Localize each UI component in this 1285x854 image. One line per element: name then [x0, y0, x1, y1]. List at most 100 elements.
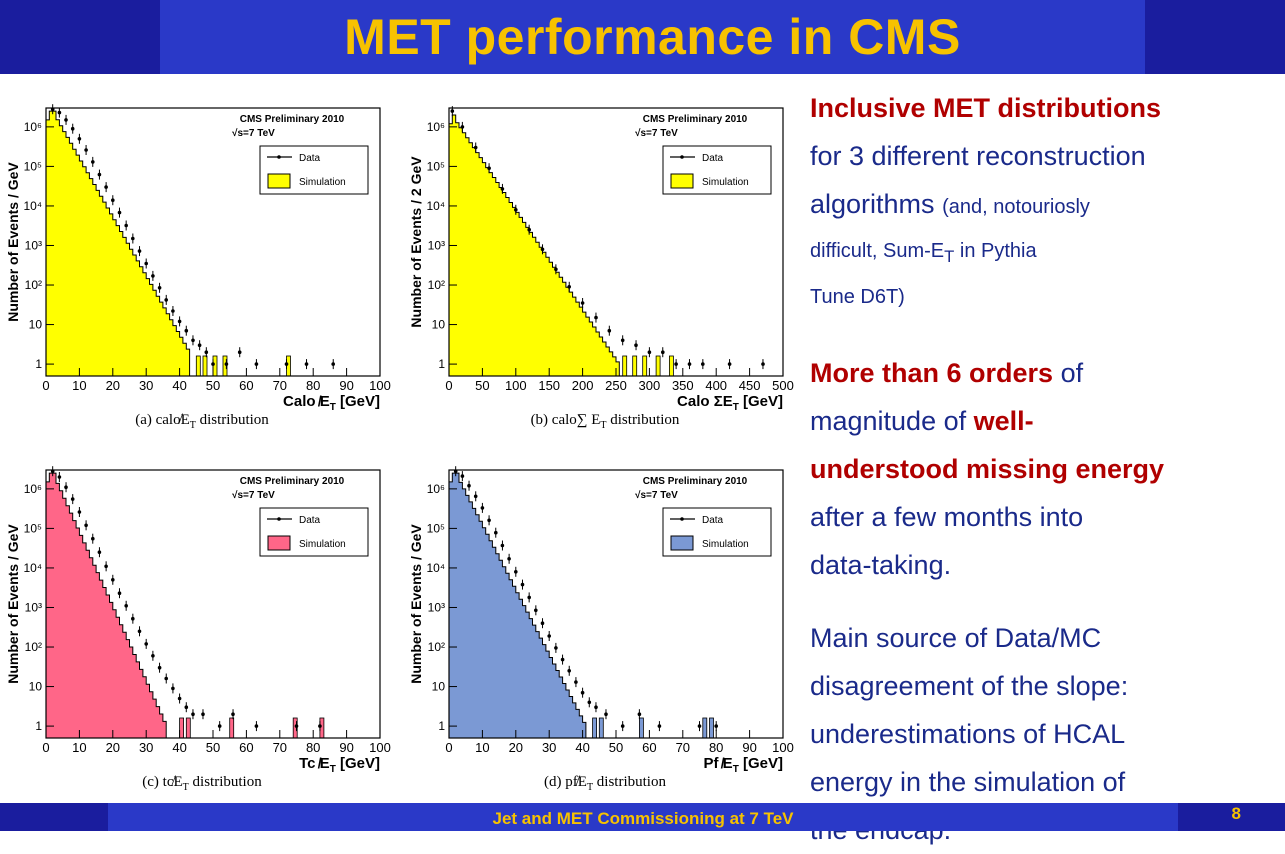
simulation-tail-bin	[179, 717, 185, 739]
y-tick-label: 10⁵	[427, 159, 445, 173]
x-tick-label: 350	[672, 378, 694, 393]
simulation-tail-bin	[212, 355, 218, 377]
paragraph-1-note: difficult, Sum-ET in Pythia Tune D6T)	[810, 231, 1270, 317]
panel-caption: (c) tc̸ET distribution	[142, 774, 262, 790]
y-tick-label: 10⁶	[427, 482, 445, 496]
x-tick-label: 150	[538, 378, 560, 393]
simulation-tail-bin	[195, 355, 201, 377]
x-tick-label: 40	[575, 740, 589, 755]
simulation-tail-bin	[668, 355, 674, 377]
x-tick-label: 50	[609, 740, 623, 755]
x-tick-label: 0	[42, 740, 49, 755]
x-tick-label: 90	[339, 740, 353, 755]
y-axis-title: Number of Events / 2 GeV	[408, 156, 424, 328]
panel-caption: (a) calo̸ET distribution	[135, 412, 269, 428]
simulation-tail-bin	[622, 355, 628, 377]
legend-data-dot	[680, 155, 684, 159]
x-tick-label: 80	[306, 740, 320, 755]
legend-data-label: Data	[299, 515, 321, 526]
legend-simulation-label: Simulation	[702, 539, 749, 550]
y-tick-label: 10⁶	[24, 482, 42, 496]
simulation-tail-bin	[592, 717, 598, 739]
y-tick-label: 10⁴	[23, 199, 42, 213]
paragraph-1: Inclusive MET distributions for 3 differ…	[810, 84, 1270, 231]
y-tick-label: 1	[35, 719, 42, 733]
panel-caption: (d) pf̸ET distribution	[544, 774, 666, 790]
x-axis-title: Pf ̸ET [GeV]	[704, 755, 783, 775]
y-tick-label: 10²	[428, 640, 445, 654]
x-tick-label: 50	[206, 740, 220, 755]
x-tick-label: 100	[369, 740, 391, 755]
y-tick-label: 1	[438, 719, 445, 733]
simulation-tail-bin	[638, 717, 644, 739]
x-tick-label: 80	[306, 378, 320, 393]
x-axis-title: Tc ̸ET [GeV]	[299, 755, 380, 775]
text-line: algorithms	[810, 189, 935, 219]
simulation-tail-bin	[229, 717, 235, 739]
legend-simulation-swatch	[670, 173, 694, 189]
x-axis-title: Calo ΣET [GeV]	[677, 393, 783, 413]
cms-preliminary-label: CMS Preliminary 2010	[240, 114, 345, 125]
x-tick-label: 60	[239, 378, 253, 393]
y-tick-label: 10⁶	[427, 120, 445, 134]
simulation-histogram	[448, 114, 620, 377]
simulation-tail-bin	[202, 355, 208, 377]
page-number: 8	[1231, 804, 1241, 823]
legend-simulation-label: Simulation	[299, 177, 346, 188]
slide-title: MET performance in CMS	[344, 9, 961, 65]
text-note: (and, notouriosly	[942, 196, 1090, 218]
y-tick-label: 1	[35, 357, 42, 371]
x-tick-label: 100	[369, 378, 391, 393]
chart-svg-a: 1 10 10² 10³ 10⁴ 10⁵ 10⁶ 0 10 20 30 40 50 60 70 80 90 100…	[5, 104, 391, 428]
y-tick-label: 10	[29, 680, 43, 694]
x-tick-label: 450	[739, 378, 761, 393]
y-tick-label: 10	[432, 680, 446, 694]
y-tick-label: 10²	[25, 640, 42, 654]
simulation-tail-bin	[632, 355, 638, 377]
simulation-tail-bin	[709, 717, 714, 739]
x-tick-label: 400	[705, 378, 727, 393]
highlight-inclusive: Inclusive MET distributions	[810, 93, 1162, 123]
y-tick-label: 10⁴	[23, 561, 42, 575]
energy-label: √s=7 TeV	[232, 490, 275, 501]
x-tick-label: 70	[676, 740, 690, 755]
x-tick-label: 40	[172, 740, 186, 755]
x-tick-label: 70	[273, 378, 287, 393]
text-note: in Pythia	[954, 240, 1037, 262]
y-axis-title: Number of Events / GeV	[408, 524, 424, 684]
legend-data-dot	[277, 155, 281, 159]
x-tick-label: 70	[273, 740, 287, 755]
y-tick-label: 10³	[25, 600, 42, 614]
text-line: after a few months into	[810, 502, 1084, 532]
x-tick-label: 50	[206, 378, 220, 393]
legend-simulation-swatch	[267, 173, 291, 189]
legend-data-dot	[277, 517, 281, 521]
legend-simulation-label: Simulation	[299, 539, 346, 550]
y-axis-title: Number of Events / GeV	[5, 524, 21, 684]
x-tick-label: 0	[445, 378, 452, 393]
x-tick-label: 100	[772, 740, 794, 755]
x-tick-label: 250	[605, 378, 627, 393]
y-tick-label: 10	[432, 318, 446, 332]
chart-panel-c: 1 10 10² 10³ 10⁴ 10⁵ 10⁶ 0 10 20 30 40 50 60 70 80 90 100…	[2, 440, 402, 790]
energy-label: √s=7 TeV	[635, 490, 678, 501]
chart-panel-b: 1 10 10² 10³ 10⁴ 10⁵ 10⁶ 0 50 100 150 200 250 300 350 4…	[405, 78, 805, 428]
x-axis-title: Calo ̸ET [GeV]	[283, 393, 380, 413]
legend-simulation-label: Simulation	[702, 177, 749, 188]
simulation-tail-bin	[286, 355, 291, 377]
y-tick-label: 10⁵	[427, 521, 445, 535]
simulation-tail-bin	[642, 355, 648, 377]
legend-data-label: Data	[299, 153, 321, 164]
x-tick-label: 10	[72, 740, 86, 755]
text-line: of	[1053, 358, 1084, 388]
simulation-tail-bin	[598, 717, 604, 739]
x-tick-label: 30	[139, 740, 153, 755]
highlight-orders: More than 6 orders	[810, 358, 1054, 388]
chart-svg-d: 1 10 10² 10³ 10⁴ 10⁵ 10⁶ 0 10 20 30 40 50 60 70 80 90 100…	[408, 466, 794, 790]
x-tick-label: 30	[542, 740, 556, 755]
text-line: disagreement of the slope:	[810, 671, 1129, 701]
simulation-tail-bin	[185, 717, 191, 739]
text-line: Main source of Data/MC	[810, 623, 1102, 653]
x-tick-label: 20	[106, 378, 120, 393]
cms-preliminary-label: CMS Preliminary 2010	[643, 476, 748, 487]
